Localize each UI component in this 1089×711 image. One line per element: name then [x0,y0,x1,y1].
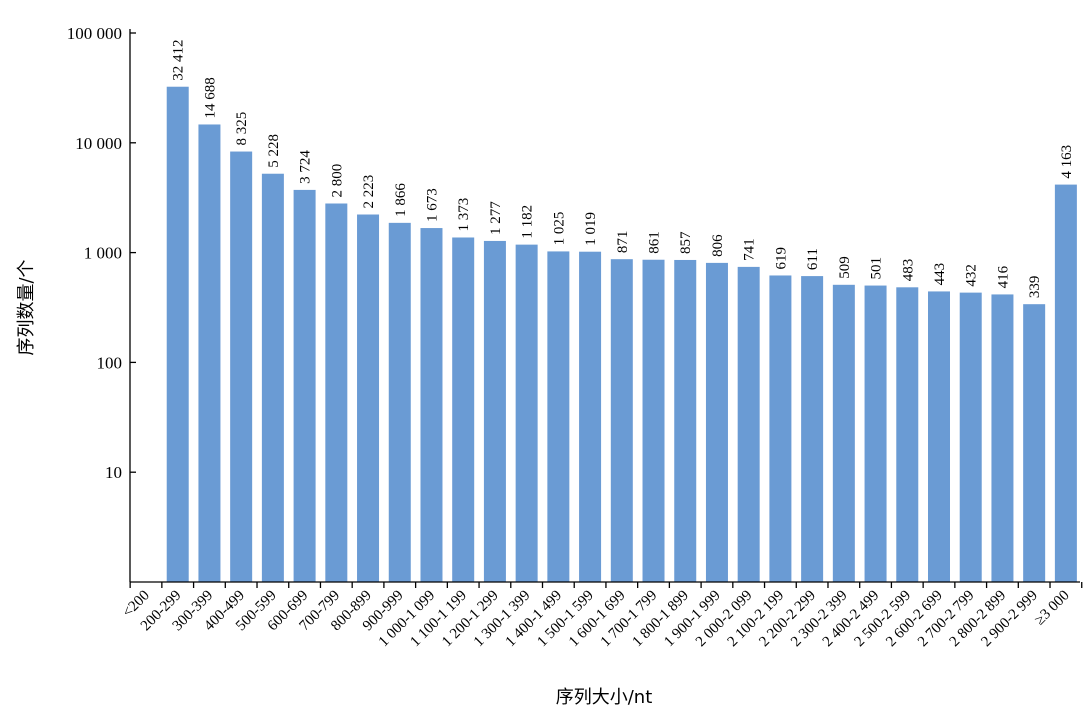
bar [801,276,824,582]
bar [832,284,855,582]
data-label: 611 [805,248,821,270]
data-label: 501 [869,257,885,280]
data-labels-layer: 32 412 14 688 8 325 5 228 3 724 2 800 2 223 1 8… [171,39,1075,298]
bar [547,251,570,582]
x-ticks-layer: <200200-299300-399400-499500-599600-6997… [120,582,1083,650]
y-axis-title: 序列数量/个 [16,259,37,355]
data-label: 861 [647,231,663,254]
bar [737,266,760,582]
data-label: 741 [742,238,758,261]
data-label: 483 [900,259,916,282]
x-axis-title: 序列大小/nt [556,687,653,708]
data-label: 871 [615,231,631,254]
bar [642,259,665,582]
bar [991,294,1014,582]
data-label: 619 [773,247,789,270]
bar [198,124,221,582]
bar [959,292,982,582]
data-label: 14 688 [202,77,218,118]
x-tick-label: ≥3 000 [1032,588,1073,629]
data-label: 1 025 [551,212,567,246]
bar [325,203,348,582]
data-label: 806 [710,234,726,257]
bar [420,228,443,582]
bar [515,244,538,583]
bar [769,275,792,582]
bar [928,291,950,582]
data-label: 32 412 [171,39,187,80]
y-tick-label: 1 000 [84,244,122,263]
bar [610,259,633,582]
bar [705,262,728,582]
data-label: 2 800 [329,164,345,198]
bar [388,222,411,583]
y-tick-label: 10 000 [75,134,122,153]
data-label: 1 019 [583,212,599,246]
bars-layer [166,86,1077,583]
data-label: 432 [964,264,980,287]
bar [452,237,475,583]
data-label: 339 [1027,276,1043,299]
bar [357,214,380,582]
bar [230,151,253,582]
y-tick-label: 100 000 [67,24,122,43]
data-label: 1 277 [488,201,504,235]
data-label: 443 [932,263,948,286]
y-ticks-layer: 10 100 1 000 10 000 100 000 [67,24,136,482]
bar [674,259,697,582]
bar [166,86,189,583]
data-label: 5 228 [266,134,282,168]
y-tick-label: 10 [105,463,122,482]
data-label: 3 724 [298,150,314,184]
data-label: 416 [995,265,1011,288]
bar [896,287,919,582]
bar [483,240,506,582]
data-label: 1 373 [456,198,472,232]
bar [261,173,284,583]
bar [864,285,887,582]
data-label: 1 866 [393,183,409,217]
data-label: 8 325 [234,112,250,146]
bar [579,251,602,583]
data-label: 857 [678,231,694,254]
data-label: 1 673 [424,188,440,222]
bar [1023,304,1046,582]
data-label: 1 182 [520,205,536,239]
data-label: 509 [837,256,853,279]
data-label: 4 163 [1059,145,1075,179]
bar [293,189,316,582]
y-tick-label: 100 [97,353,123,372]
bar [1054,184,1077,582]
data-label: 2 223 [361,175,377,209]
